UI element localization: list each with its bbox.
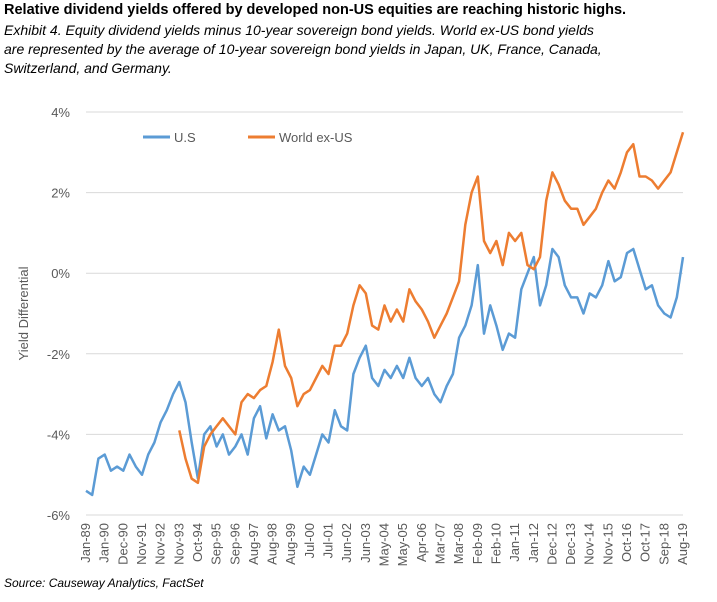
x-tick-label: Nov-91 <box>134 523 149 565</box>
y-axis-label: Yield Differential <box>16 266 31 360</box>
x-tick-label: May-04 <box>377 523 392 566</box>
x-tick-label: Mar-07 <box>432 523 447 564</box>
x-tick-label: Jan-11 <box>507 523 522 562</box>
x-tick-label: Nov-15 <box>600 523 615 565</box>
x-tick-label: Aug-19 <box>675 523 690 565</box>
x-tick-label: Mar-08 <box>451 523 466 564</box>
y-tick-label: -2% <box>47 347 71 362</box>
legend-label: World ex-US <box>279 130 353 145</box>
x-tick-label: Nov-92 <box>153 523 168 565</box>
x-tick-label: Sep-95 <box>209 523 224 565</box>
y-tick-label: -4% <box>47 427 71 442</box>
series-line <box>85 247 685 497</box>
x-tick-label: Oct-16 <box>619 523 634 562</box>
x-tick-label: Aug-97 <box>246 523 261 565</box>
x-tick-label: Jun-03 <box>358 523 373 563</box>
x-tick-label: Jul-01 <box>321 523 336 558</box>
x-tick-label: Jun-02 <box>339 523 354 563</box>
source-note: Source: Causeway Analytics, FactSet <box>4 576 204 590</box>
legend-label: U.S <box>174 130 196 145</box>
x-tick-label: Sep-96 <box>227 523 242 565</box>
y-tick-label: 0% <box>51 266 70 281</box>
y-tick-label: 2% <box>51 186 70 201</box>
x-tick-label: Apr-06 <box>414 523 429 562</box>
x-tick-label: Feb-09 <box>470 523 485 564</box>
x-tick-label: Jan-12 <box>526 523 541 563</box>
y-tick-label: -6% <box>47 508 71 523</box>
x-tick-label: Sep-18 <box>656 523 671 565</box>
x-tick-label: Oct-17 <box>638 523 653 562</box>
x-tick-label: Oct-94 <box>190 523 205 562</box>
x-tick-label: Aug-98 <box>265 523 280 565</box>
x-tick-label: Jan-90 <box>97 523 112 563</box>
y-tick-label: 4% <box>51 105 70 120</box>
x-tick-label: Jan-89 <box>78 523 93 563</box>
x-tick-label: Feb-10 <box>488 523 503 564</box>
x-tick-label: Dec-90 <box>115 523 130 565</box>
x-tick-label: Dec-13 <box>563 523 578 565</box>
chart-subtitle: Exhibit 4. Equity dividend yields minus … <box>4 22 602 76</box>
chart-title: Relative dividend yields offered by deve… <box>4 2 627 18</box>
x-tick-label: Dec-12 <box>544 523 559 565</box>
x-tick-label: Jul-00 <box>302 523 317 558</box>
x-tick-label: Nov-14 <box>582 523 597 565</box>
series-line <box>178 131 685 485</box>
x-tick-label: Nov-93 <box>171 523 186 565</box>
x-tick-label: Aug-99 <box>283 523 298 565</box>
x-tick-label: May-05 <box>395 523 410 566</box>
